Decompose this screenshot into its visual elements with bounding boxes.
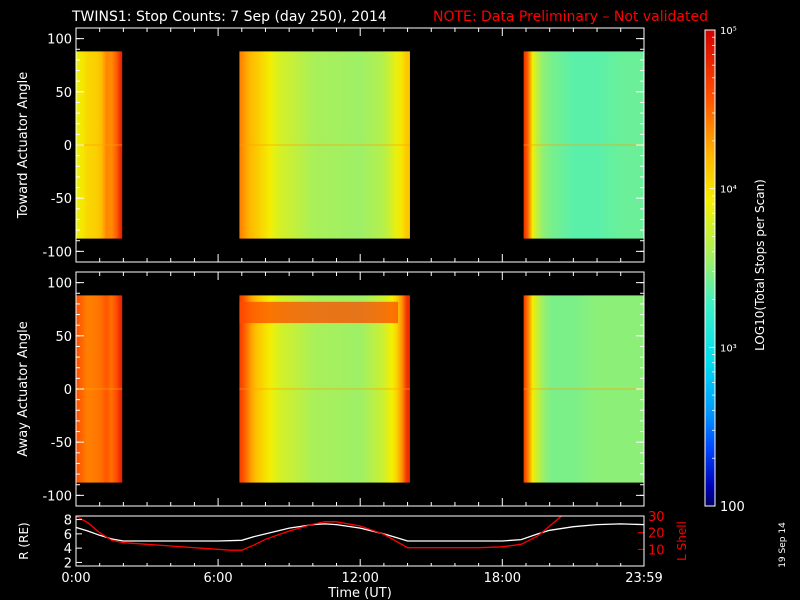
ytick-left-label: 6 [64, 528, 72, 543]
colorbar-ticks: 10⁵ 10⁴ 10³ 100 [709, 26, 745, 515]
ytick-right-label: 30 [648, 510, 665, 525]
zero-angle-streak [239, 143, 410, 146]
ytick-right-label: 20 [648, 527, 665, 542]
heatmap-segment [239, 295, 410, 483]
zero-angle-streak [76, 143, 123, 146]
xtick-label: 12:00 [341, 571, 378, 586]
toward-heatmap [76, 51, 644, 239]
away-frame [75, 271, 645, 507]
ytick-right-label: 10 [648, 543, 665, 558]
heatmap-segment [523, 51, 644, 239]
ytick-label: 100 [47, 277, 72, 292]
toward-axes: 100 50 0 -50 -100 [42, 28, 645, 262]
ytick-left-label: 8 [64, 514, 72, 529]
ytick-label: -50 [51, 436, 72, 451]
away-ylabel: Away Actuator Angle [16, 321, 31, 456]
ytick-label: -50 [51, 192, 72, 207]
xtick-label: 6:00 [203, 571, 232, 586]
orbit-frame [75, 515, 645, 567]
zero-angle-streak [76, 387, 123, 390]
heatmap-segment [523, 295, 644, 483]
colorbar-gradient [705, 30, 715, 506]
xtick-label: 0:00 [61, 571, 90, 586]
xtick-label: 18:00 [484, 571, 521, 586]
heatmap-segment [239, 51, 410, 239]
colorbar-label: LOG10(Total Stops per Scan) [753, 179, 767, 351]
ytick-left-label: 2 [64, 556, 72, 571]
ytick-label: 50 [55, 330, 72, 345]
ytick-left-label: 4 [64, 542, 72, 557]
chart-title: TWINS1: Stop Counts: 7 Sep (day 250), 20… [71, 9, 387, 25]
orbit-ylabel-right: L Shell [675, 521, 689, 561]
ytick-label: -100 [42, 245, 72, 260]
colorbar-tick-label: 10³ [720, 343, 737, 354]
colorbar-tick-label: 10⁵ [720, 26, 737, 37]
toward-ylabel: Toward Actuator Angle [16, 72, 31, 219]
date-stamp: 19 Sep 14 [778, 522, 788, 568]
zero-angle-streak [523, 387, 644, 390]
preliminary-note: NOTE: Data Preliminary – Not validated [433, 9, 708, 25]
colorbar-tick-label: 100 [720, 500, 745, 515]
ytick-label: 50 [55, 86, 72, 101]
orbit-lines [76, 516, 644, 551]
ytick-label: 0 [64, 383, 72, 398]
series-line-l-shell [76, 516, 562, 551]
orbit-xlabel: Time (UT) [327, 586, 392, 600]
bright-band [239, 301, 399, 324]
toward-frame [75, 27, 645, 263]
ytick-label: 100 [47, 33, 72, 48]
zero-angle-streak [239, 387, 410, 390]
orbit-ylabel-left: R (RE) [17, 522, 31, 559]
ytick-label: -100 [42, 489, 72, 504]
ytick-label: 0 [64, 139, 72, 154]
xtick-label: 23:59 [625, 571, 662, 586]
colorbar-tick-label: 10⁴ [720, 185, 737, 196]
away-panel: 100 50 0 -50 -100 Away Actuator Angle [16, 271, 645, 507]
toward-panel: 100 50 0 -50 -100 Toward Actuator Angle [16, 27, 645, 263]
series-line-r [76, 523, 644, 542]
away-axes: 100 50 0 -50 -100 [42, 272, 645, 506]
away-heatmap [76, 295, 644, 483]
colorbar: 10⁵ 10⁴ 10³ 100 LOG10(Total Stops per Scan) [704, 26, 767, 515]
zero-angle-streak [523, 143, 644, 146]
